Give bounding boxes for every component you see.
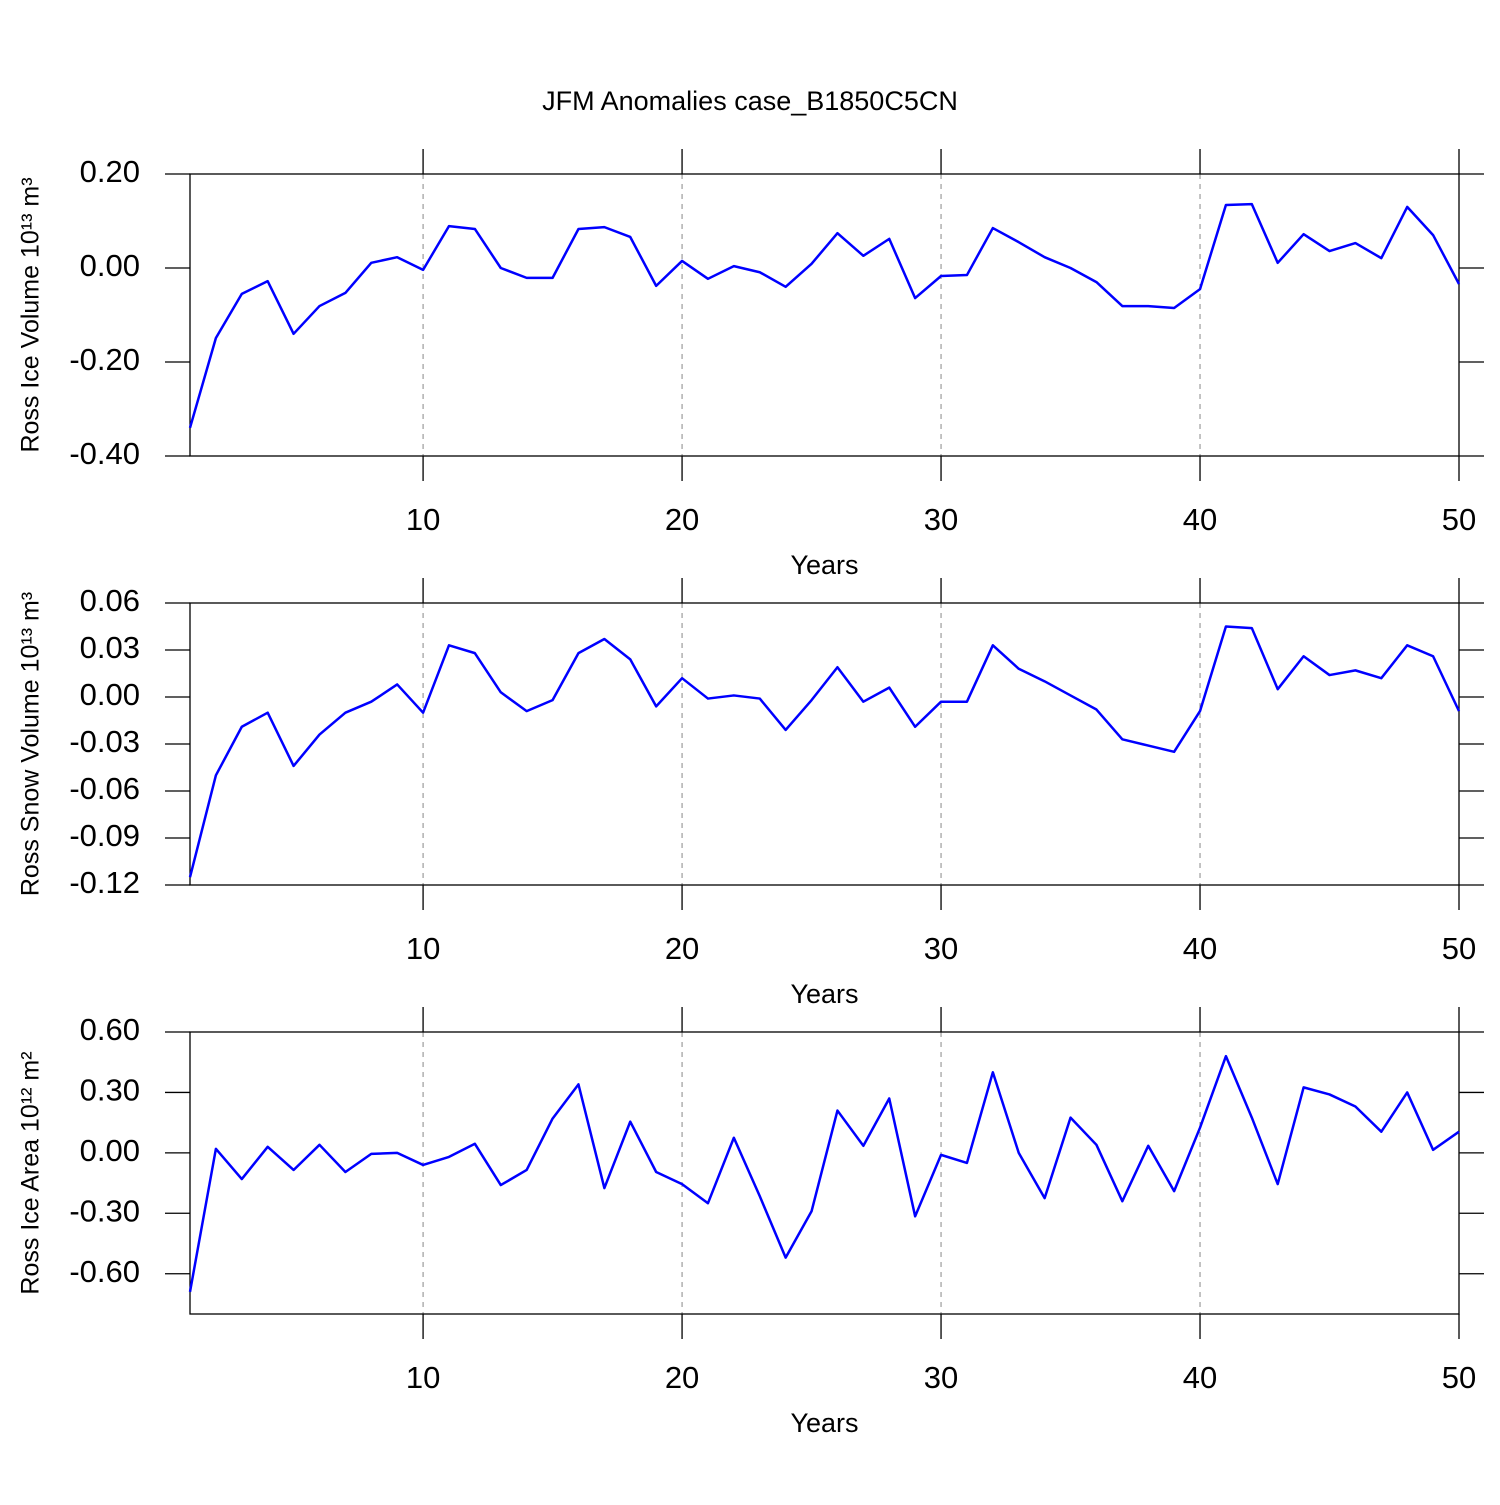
x-tick-label: 10 [406,1360,440,1395]
x-tick-label: 40 [1183,502,1217,537]
data-line [188,1054,1460,1293]
y-tick-label: 0.60 [80,1012,140,1047]
x-tick-label: 50 [1442,931,1476,966]
y-tick-label: 0.00 [80,677,140,712]
y-axis-label: Ross Ice Area 10¹² m² [17,1051,45,1294]
y-tick-label: -0.09 [69,818,140,853]
y-axis-label: Ross Snow Volume 10¹³ m³ [17,592,45,896]
y-tick-label: -0.20 [69,342,140,377]
x-tick-label: 50 [1442,1360,1476,1395]
y-tick-label: 0.20 [80,154,140,189]
chart-title: JFM Anomalies case_B1850C5CN [542,86,958,116]
plot-frame [189,173,1460,457]
y-tick-label: -0.03 [69,724,140,759]
y-tick-label: 0.06 [80,583,140,618]
y-tick-label: 0.30 [80,1073,140,1108]
y-tick-label: 0.03 [80,630,140,665]
x-tick-label: 40 [1183,931,1217,966]
plot-frame [189,602,1460,886]
x-tick-label: 20 [665,1360,699,1395]
data-line [188,202,1461,429]
x-tick-label: 10 [406,931,440,966]
y-tick-label: -0.12 [69,865,140,900]
x-axis-label: Years [790,979,858,1009]
x-tick-label: 20 [665,931,699,966]
y-tick-label: 0.00 [80,1133,140,1168]
x-tick-label: 20 [665,502,699,537]
x-tick-label: 10 [406,502,440,537]
y-tick-label: -0.30 [69,1193,140,1228]
data-line [188,625,1461,878]
y-tick-label: -0.60 [69,1254,140,1289]
plot-frame [189,1031,1460,1315]
x-tick-label: 30 [924,1360,958,1395]
x-tick-label: 30 [924,931,958,966]
x-axis-label: Years [790,550,858,580]
y-axis-label: Ross Ice Volume 10¹³ m³ [17,177,45,452]
y-tick-label: -0.40 [69,436,140,471]
y-tick-label: 0.00 [80,248,140,283]
y-tick-label: -0.06 [69,771,140,806]
x-tick-label: 50 [1442,502,1476,537]
x-tick-label: 30 [924,502,958,537]
x-axis-label: Years [790,1408,858,1438]
x-tick-label: 40 [1183,1360,1217,1395]
